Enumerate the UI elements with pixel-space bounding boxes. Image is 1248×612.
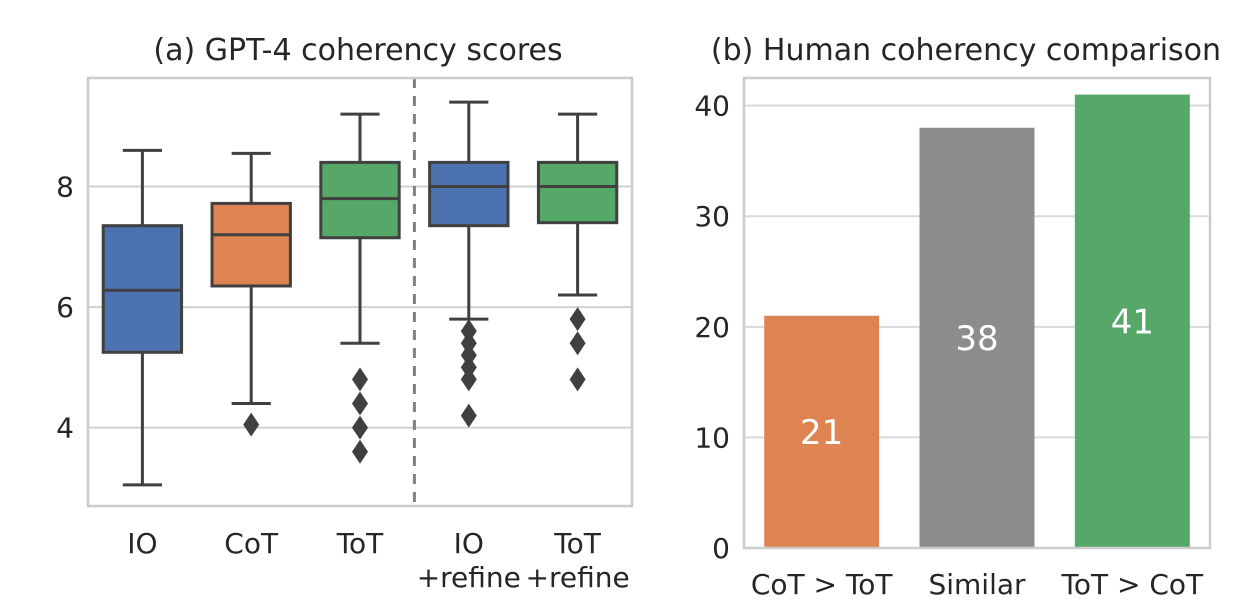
bar-value-label: 21 — [800, 413, 843, 453]
outlier-point — [352, 367, 368, 392]
bar-chart-panel: (b) Human coherency comparison 21 38 41 0 1… — [694, 33, 1221, 601]
y-tick-label: 10 — [694, 421, 730, 454]
outlier-point — [569, 367, 586, 392]
box-iqr — [536, 160, 619, 225]
bar-2 — [1074, 94, 1190, 549]
outlier-point — [569, 307, 586, 332]
bar-chart-frame — [742, 76, 1212, 550]
bar-value-label: 41 — [1111, 302, 1154, 342]
x-tick-label: ToT +refine — [525, 527, 629, 594]
outlier-point — [460, 367, 477, 392]
outlier-point — [460, 343, 477, 368]
box-iqr — [210, 201, 292, 288]
outlier-point — [460, 355, 477, 380]
x-tick-label: ToT — [336, 527, 384, 560]
box-plot-panel: (a) GPT-4 coherency scores 4 6 8 IO CoT ToT I… — [56, 33, 634, 594]
y-tick-label: 0 — [712, 532, 730, 565]
box-iqr — [319, 160, 401, 240]
box-2 — [319, 112, 401, 464]
outlier-point — [460, 403, 477, 428]
x-tick-label: IO — [127, 527, 157, 560]
y-tick-label: 6 — [56, 291, 74, 324]
box-1 — [210, 151, 292, 437]
y-tick-label: 4 — [56, 412, 74, 445]
box-0 — [101, 148, 184, 487]
x-tick-label: CoT > ToT — [751, 568, 894, 601]
box-4 — [536, 112, 619, 392]
box-plot-title: (a) GPT-4 coherency scores — [153, 33, 562, 68]
box-plot-frame — [86, 76, 634, 508]
bar-1 — [919, 127, 1035, 548]
outlier-point — [460, 331, 477, 356]
x-tick-label: ToT > CoT — [1061, 568, 1205, 601]
outlier-point — [352, 415, 368, 440]
outlier-point — [569, 331, 586, 356]
outlier-point — [243, 412, 260, 437]
bar-chart-title: (b) Human coherency comparison — [711, 33, 1221, 68]
outlier-point — [352, 391, 368, 416]
outlier-point — [460, 319, 477, 344]
bar-0 — [764, 315, 880, 548]
y-tick-label: 20 — [694, 311, 730, 344]
bar-value-label: 38 — [955, 319, 998, 359]
y-tick-label: 40 — [694, 90, 730, 123]
y-tick-label: 8 — [56, 171, 74, 204]
x-tick-label: CoT — [224, 527, 279, 560]
x-tick-label: IO +refine — [417, 527, 521, 594]
box-3 — [428, 100, 510, 428]
y-tick-label: 30 — [694, 200, 730, 233]
outlier-point — [352, 439, 368, 464]
x-tick-label: Similar — [928, 568, 1026, 601]
box-iqr — [428, 160, 510, 228]
